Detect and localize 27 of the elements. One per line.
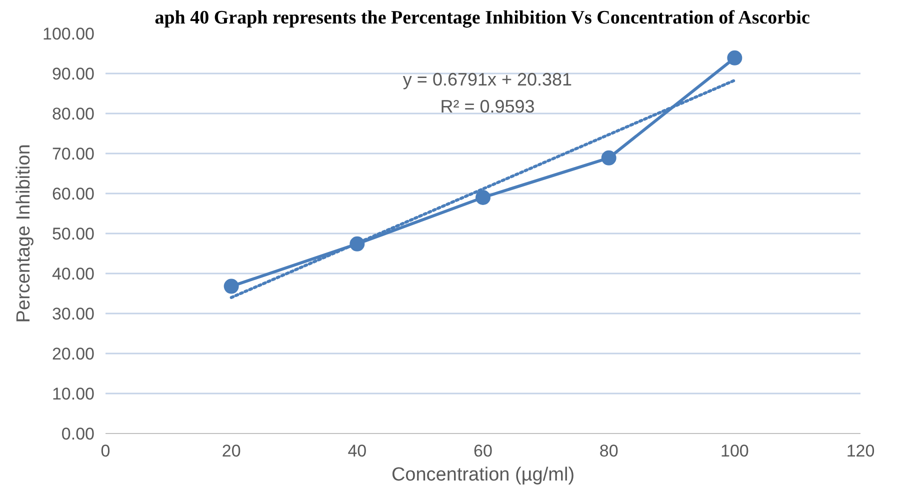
x-tick-label: 0 [100, 442, 110, 460]
x-tick-label: 120 [846, 442, 875, 460]
y-tick-label: 0.00 [61, 424, 95, 444]
x-axis-title: Concentration (µg/ml) [391, 464, 575, 486]
y-tick-label: 90.00 [52, 64, 95, 84]
x-tick-label: 20 [222, 442, 241, 460]
y-tick-label: 80.00 [52, 104, 95, 124]
y-tick-label: 10.00 [52, 384, 95, 404]
y-tick-label: 40.00 [52, 264, 95, 284]
point [601, 150, 616, 166]
annotation: R² = 0.9593 [440, 96, 535, 116]
y-axis-title: Percentage Inhibition [14, 144, 35, 323]
point [727, 50, 742, 66]
annotation: y = 0.6791x + 20.381 [402, 70, 572, 90]
point [224, 278, 239, 294]
y-tick-label: 70.00 [52, 144, 95, 164]
x-tick-label: 60 [474, 442, 492, 460]
point [476, 190, 490, 205]
chart-title: aph 40 Graph represents the Percentage Inhibition Vs Concentration of Ascorbic [154, 8, 810, 28]
x-tick-label: 100 [720, 442, 749, 460]
y-tick-label: 60.00 [52, 184, 95, 204]
y-tick-label: 30.00 [52, 304, 95, 324]
x-tick-label: 40 [348, 442, 367, 460]
x-tick-label: 80 [599, 442, 618, 460]
y-tick-label: 100.00 [42, 24, 95, 44]
y-tick-label: 20.00 [52, 344, 95, 364]
y-tick-label: 50.00 [52, 224, 95, 244]
